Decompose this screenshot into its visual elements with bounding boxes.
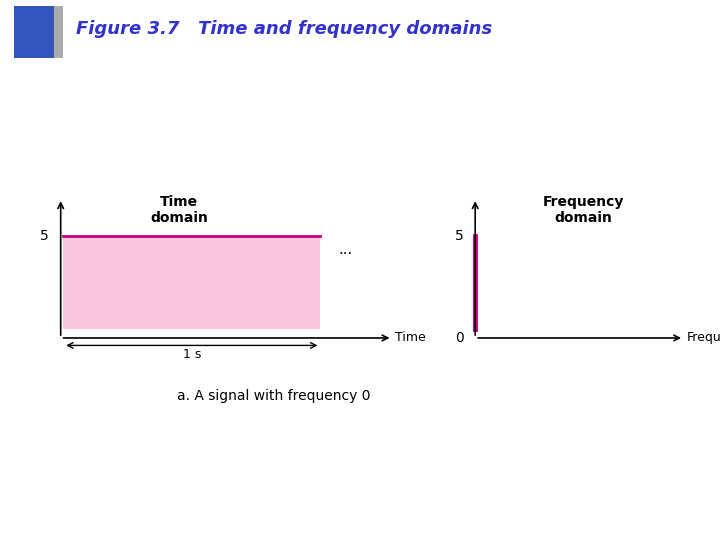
Text: Time
domain: Time domain [150,194,208,225]
Text: Figure 3.7   Time and frequency domains: Figure 3.7 Time and frequency domains [76,20,492,38]
FancyBboxPatch shape [54,6,63,58]
Text: 5: 5 [455,228,464,242]
Text: 1 s: 1 s [183,348,201,361]
Text: Frequency
domain: Frequency domain [542,194,624,225]
Text: ...: ... [338,244,353,258]
FancyBboxPatch shape [14,6,54,58]
Text: Frequency: Frequency [687,332,720,345]
Text: 5: 5 [40,228,49,242]
Text: a. A signal with frequency 0: a. A signal with frequency 0 [177,389,370,403]
Text: 0: 0 [455,331,464,345]
Text: Time: Time [395,332,426,345]
Bar [63,235,320,329]
